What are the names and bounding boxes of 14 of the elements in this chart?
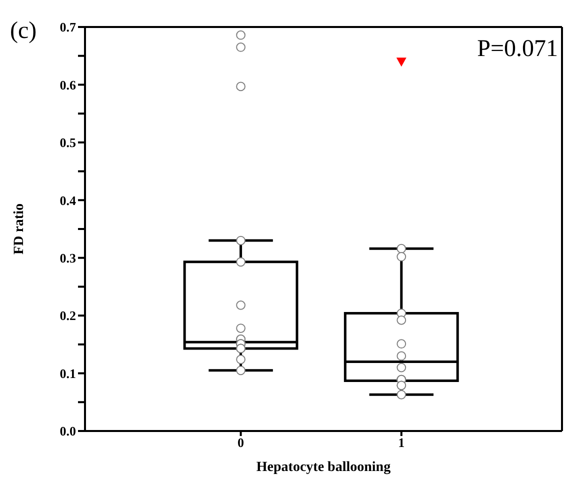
y-tick-label: 0.1 [60,366,76,381]
y-tick-label: 0.6 [60,77,76,92]
x-tick-label: 0 [238,435,244,450]
x-axis-title: Hepatocyte ballooning [256,460,391,475]
y-tick-label: 0.5 [60,135,76,150]
y-tick-label: 0.3 [60,250,76,266]
y-tick-label: 0.0 [60,424,76,439]
y-tick-label: 0.7 [60,20,76,35]
annotation: P=0.071 [477,36,558,63]
y-tick-label: 0.2 [60,308,76,324]
chart-title: (c) [10,18,37,45]
y-tick-label: 0.4 [60,192,76,208]
x-tick-label: 1 [398,435,405,450]
y-axis-title: FD ratio [12,204,27,254]
